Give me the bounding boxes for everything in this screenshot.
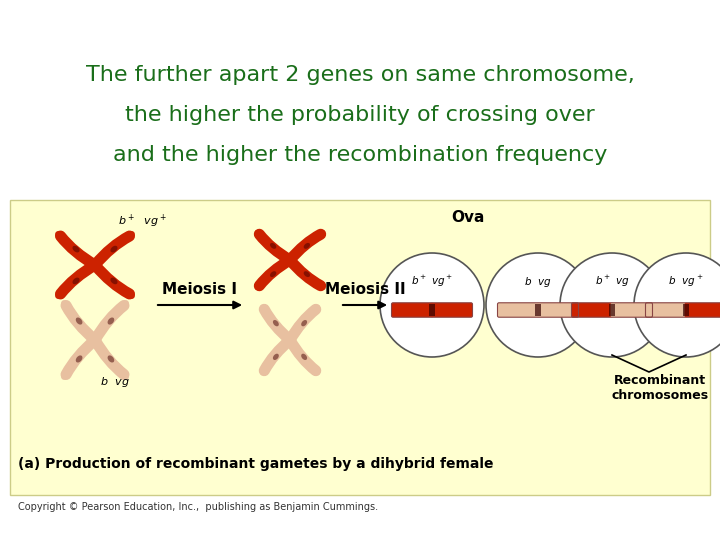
Ellipse shape	[270, 271, 276, 277]
Ellipse shape	[311, 366, 320, 375]
Ellipse shape	[560, 253, 664, 357]
FancyBboxPatch shape	[685, 303, 720, 317]
Text: and the higher the recombination frequency: and the higher the recombination frequen…	[113, 145, 607, 165]
Bar	[10, 200, 710, 495]
Ellipse shape	[124, 231, 135, 241]
Ellipse shape	[110, 278, 117, 284]
Ellipse shape	[270, 243, 276, 249]
Text: Meiosis II: Meiosis II	[325, 282, 405, 298]
Bar	[683, 304, 689, 316]
Ellipse shape	[301, 320, 307, 326]
Text: $b$  $vg^+$: $b$ $vg^+$	[668, 274, 704, 289]
Bar	[535, 304, 541, 316]
Ellipse shape	[486, 253, 590, 357]
Ellipse shape	[273, 354, 279, 360]
FancyBboxPatch shape	[536, 303, 578, 317]
Ellipse shape	[119, 300, 129, 311]
Ellipse shape	[110, 246, 117, 252]
Text: Copyright © Pearson Education, Inc.,  publishing as Benjamin Cummings.: Copyright © Pearson Education, Inc., pub…	[18, 502, 378, 512]
Ellipse shape	[316, 281, 325, 290]
Ellipse shape	[255, 281, 264, 290]
Text: Meiosis I: Meiosis I	[163, 282, 238, 298]
Ellipse shape	[301, 354, 307, 360]
Circle shape	[89, 335, 100, 346]
FancyBboxPatch shape	[572, 303, 613, 317]
Ellipse shape	[316, 230, 325, 239]
Ellipse shape	[304, 271, 310, 277]
FancyBboxPatch shape	[392, 303, 433, 317]
Circle shape	[285, 255, 294, 265]
Ellipse shape	[73, 278, 80, 284]
Ellipse shape	[119, 369, 129, 380]
Text: Recombinant
chromosomes: Recombinant chromosomes	[611, 374, 708, 402]
FancyBboxPatch shape	[646, 303, 688, 317]
FancyBboxPatch shape	[498, 303, 539, 317]
Text: $b^+$  $vg^+$: $b^+$ $vg^+$	[118, 213, 167, 230]
Text: $b^+$ $vg$: $b^+$ $vg$	[595, 274, 629, 289]
Text: the higher the probability of crossing over: the higher the probability of crossing o…	[125, 105, 595, 125]
Text: Ova: Ova	[451, 211, 485, 226]
Ellipse shape	[634, 253, 720, 357]
Ellipse shape	[107, 318, 114, 325]
Ellipse shape	[260, 305, 269, 314]
Ellipse shape	[61, 369, 71, 380]
Ellipse shape	[73, 246, 80, 252]
Ellipse shape	[107, 355, 114, 362]
FancyBboxPatch shape	[431, 303, 472, 317]
Bar	[429, 304, 435, 316]
Ellipse shape	[304, 243, 310, 249]
Text: $b^+$ $vg^+$: $b^+$ $vg^+$	[411, 274, 453, 289]
Ellipse shape	[255, 230, 264, 239]
Ellipse shape	[61, 300, 71, 311]
Ellipse shape	[380, 253, 484, 357]
Ellipse shape	[55, 289, 66, 299]
Circle shape	[285, 335, 294, 345]
Ellipse shape	[311, 305, 320, 314]
Ellipse shape	[76, 355, 82, 362]
Ellipse shape	[55, 231, 66, 241]
Text: $b$  $vg$: $b$ $vg$	[524, 275, 552, 288]
Text: $b$  $vg$: $b$ $vg$	[100, 375, 130, 389]
Ellipse shape	[76, 318, 82, 325]
Ellipse shape	[273, 320, 279, 326]
FancyBboxPatch shape	[611, 303, 652, 317]
Circle shape	[89, 260, 100, 271]
Bar	[609, 304, 615, 316]
Text: The further apart 2 genes on same chromosome,: The further apart 2 genes on same chromo…	[86, 65, 634, 85]
Ellipse shape	[260, 366, 269, 375]
Text: (a) Production of recombinant gametes by a dihybrid female: (a) Production of recombinant gametes by…	[18, 457, 493, 471]
Ellipse shape	[124, 289, 135, 299]
